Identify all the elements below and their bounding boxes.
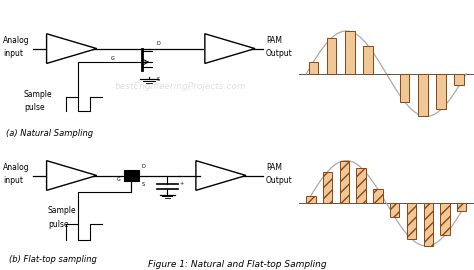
Text: (b) Flat-top sampling: (b) Flat-top sampling — [9, 255, 97, 264]
Polygon shape — [46, 34, 97, 63]
Polygon shape — [205, 34, 255, 63]
Text: D: D — [157, 41, 161, 46]
Bar — [327, 38, 337, 74]
Text: pulse: pulse — [24, 103, 45, 113]
Text: S: S — [157, 77, 160, 82]
Bar — [363, 46, 373, 74]
Text: pulse: pulse — [48, 220, 68, 229]
Bar — [309, 62, 318, 74]
Bar — [407, 203, 416, 239]
Bar — [323, 171, 332, 203]
Text: (a) Natural Sampling: (a) Natural Sampling — [6, 129, 93, 138]
Text: PAM: PAM — [266, 163, 282, 172]
Text: S: S — [142, 182, 145, 187]
Text: G: G — [117, 177, 121, 182]
Text: Sample: Sample — [24, 90, 53, 99]
Bar — [440, 203, 450, 235]
Bar — [340, 161, 349, 203]
Text: Output: Output — [266, 176, 292, 185]
Bar — [373, 190, 383, 203]
Bar — [124, 170, 139, 181]
Bar — [356, 168, 366, 203]
Bar — [423, 203, 433, 246]
Text: Figure 1: Natural and Flat-top Sampling: Figure 1: Natural and Flat-top Sampling — [148, 260, 326, 269]
Bar — [306, 196, 316, 203]
Text: PAM: PAM — [266, 36, 282, 45]
Bar — [418, 74, 428, 116]
Polygon shape — [46, 161, 97, 190]
Text: input: input — [3, 176, 23, 185]
Text: input: input — [3, 49, 23, 59]
Bar — [345, 31, 355, 74]
Text: G: G — [110, 56, 114, 61]
Bar — [400, 74, 410, 102]
Text: Analog: Analog — [3, 36, 29, 45]
Text: +: + — [179, 181, 183, 186]
Bar — [390, 203, 400, 217]
Text: Sample: Sample — [48, 206, 76, 215]
Bar — [457, 203, 466, 211]
Bar — [436, 74, 446, 110]
Polygon shape — [196, 161, 246, 190]
Bar — [455, 74, 464, 86]
Text: Analog: Analog — [3, 163, 29, 172]
Text: bestEngineeringProjects.com: bestEngineeringProjects.com — [114, 82, 246, 91]
Text: Output: Output — [266, 49, 292, 59]
Text: D: D — [142, 164, 146, 169]
